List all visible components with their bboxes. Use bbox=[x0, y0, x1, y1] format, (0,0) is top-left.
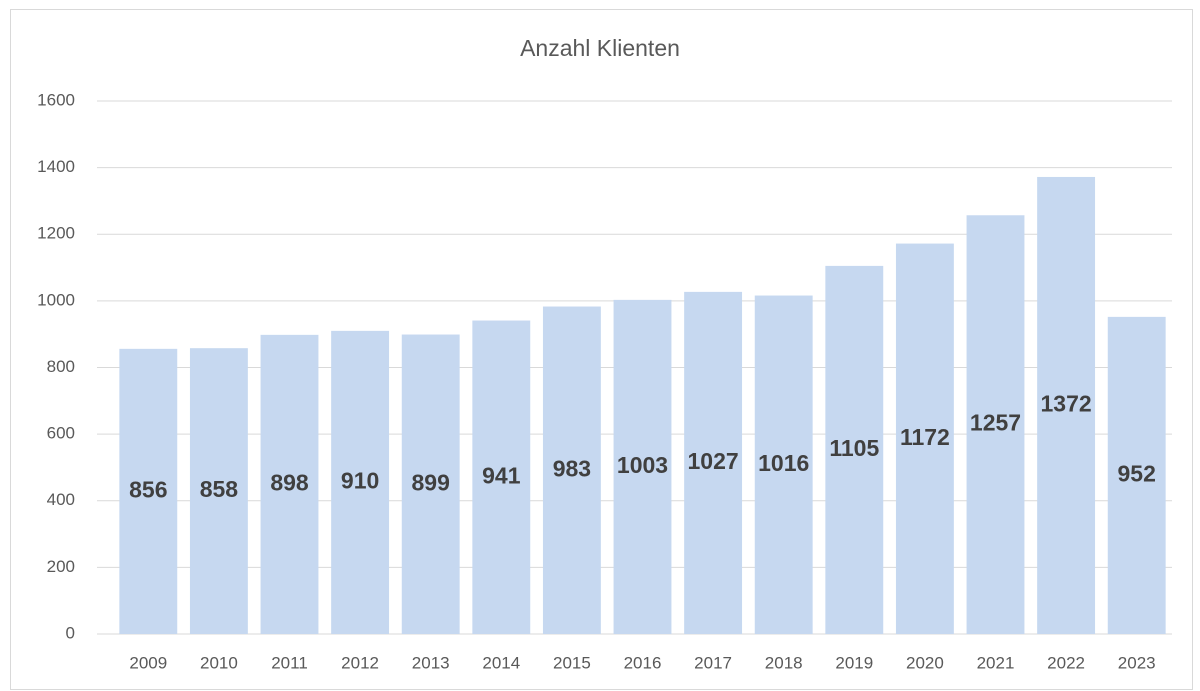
data-label: 1016 bbox=[758, 450, 809, 476]
data-label: 1257 bbox=[970, 410, 1021, 436]
bar bbox=[260, 334, 319, 634]
y-tick-label: 1200 bbox=[37, 224, 75, 243]
bar bbox=[1037, 176, 1096, 634]
y-tick-label: 1400 bbox=[37, 157, 75, 176]
data-label: 1105 bbox=[829, 435, 879, 461]
bar bbox=[895, 243, 954, 634]
x-tick-label: 2011 bbox=[271, 653, 308, 672]
x-tick-label: 2013 bbox=[412, 653, 450, 672]
x-tick-label: 2015 bbox=[553, 653, 591, 672]
x-tick-label: 2009 bbox=[129, 653, 167, 672]
x-tick-label: 2012 bbox=[341, 653, 379, 672]
bar bbox=[542, 306, 601, 634]
y-tick-label: 600 bbox=[47, 424, 75, 443]
bar bbox=[613, 299, 672, 634]
data-label: 899 bbox=[412, 469, 450, 495]
data-label: 1003 bbox=[617, 452, 668, 478]
bar bbox=[754, 295, 813, 634]
x-tick-label: 2017 bbox=[694, 653, 732, 672]
x-tick-label: 2021 bbox=[977, 653, 1015, 672]
data-label: 856 bbox=[129, 477, 167, 503]
bar bbox=[684, 291, 743, 634]
data-label: 910 bbox=[341, 468, 379, 494]
x-tick-label: 2016 bbox=[624, 653, 662, 672]
y-tick-label: 0 bbox=[66, 623, 75, 642]
data-label: 983 bbox=[553, 455, 591, 481]
data-label: 898 bbox=[270, 470, 309, 496]
x-tick-label: 2020 bbox=[906, 653, 944, 672]
bar bbox=[825, 265, 884, 634]
bar bbox=[401, 334, 460, 634]
data-label: 1027 bbox=[688, 448, 739, 474]
y-tick-label: 200 bbox=[47, 557, 75, 576]
y-tick-label: 400 bbox=[47, 490, 75, 509]
x-tick-label: 2019 bbox=[835, 653, 873, 672]
y-tick-label: 800 bbox=[47, 357, 75, 376]
bar bbox=[189, 348, 248, 634]
bar bbox=[966, 215, 1025, 634]
data-label: 1172 bbox=[900, 424, 950, 450]
x-tick-label: 2018 bbox=[765, 653, 803, 672]
bar bbox=[472, 320, 531, 634]
bar bbox=[119, 348, 178, 634]
x-tick-label: 2022 bbox=[1047, 653, 1085, 672]
x-tick-label: 2023 bbox=[1118, 653, 1156, 672]
x-tick-label: 2014 bbox=[482, 653, 520, 672]
data-label: 858 bbox=[200, 476, 239, 502]
y-tick-label: 1600 bbox=[37, 90, 75, 109]
y-tick-label: 1000 bbox=[37, 290, 75, 309]
bar bbox=[1107, 316, 1166, 634]
data-label: 952 bbox=[1118, 461, 1156, 487]
x-tick-label: 2010 bbox=[200, 653, 238, 672]
bar bbox=[331, 330, 390, 634]
chart-title: Anzahl Klienten bbox=[520, 35, 680, 61]
data-label: 1372 bbox=[1041, 391, 1092, 417]
data-label: 941 bbox=[482, 462, 521, 488]
